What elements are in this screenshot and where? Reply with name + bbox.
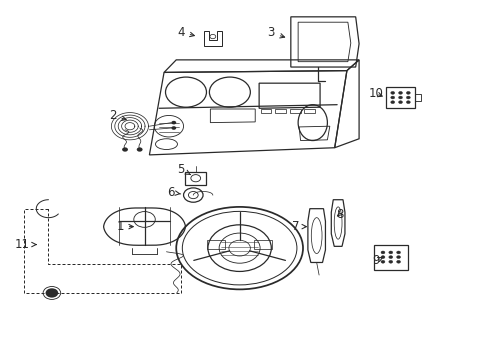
Circle shape: [406, 91, 409, 94]
Text: 1: 1: [116, 220, 133, 233]
Circle shape: [388, 256, 392, 258]
Circle shape: [380, 260, 384, 263]
Text: 5: 5: [177, 163, 190, 176]
Circle shape: [390, 91, 394, 94]
Circle shape: [396, 251, 400, 254]
Text: 4: 4: [177, 26, 194, 39]
Text: 3: 3: [267, 27, 284, 40]
Circle shape: [396, 256, 400, 258]
Circle shape: [398, 101, 402, 104]
Circle shape: [171, 126, 176, 130]
Circle shape: [380, 251, 384, 254]
Text: 10: 10: [368, 87, 383, 100]
Circle shape: [388, 260, 392, 263]
Circle shape: [45, 288, 58, 298]
Circle shape: [390, 96, 394, 99]
Text: 9: 9: [372, 254, 382, 267]
Text: 6: 6: [167, 186, 180, 199]
Circle shape: [388, 251, 392, 254]
Circle shape: [137, 147, 142, 152]
Circle shape: [390, 101, 394, 104]
Text: 2: 2: [109, 109, 126, 122]
Text: 8: 8: [335, 208, 343, 221]
Circle shape: [396, 260, 400, 263]
Circle shape: [380, 256, 384, 258]
Circle shape: [122, 147, 128, 152]
Circle shape: [398, 96, 402, 99]
Text: 11: 11: [15, 238, 36, 251]
Text: 7: 7: [291, 220, 306, 233]
Circle shape: [398, 91, 402, 94]
Circle shape: [171, 121, 176, 125]
Circle shape: [406, 96, 409, 99]
Circle shape: [406, 101, 409, 104]
